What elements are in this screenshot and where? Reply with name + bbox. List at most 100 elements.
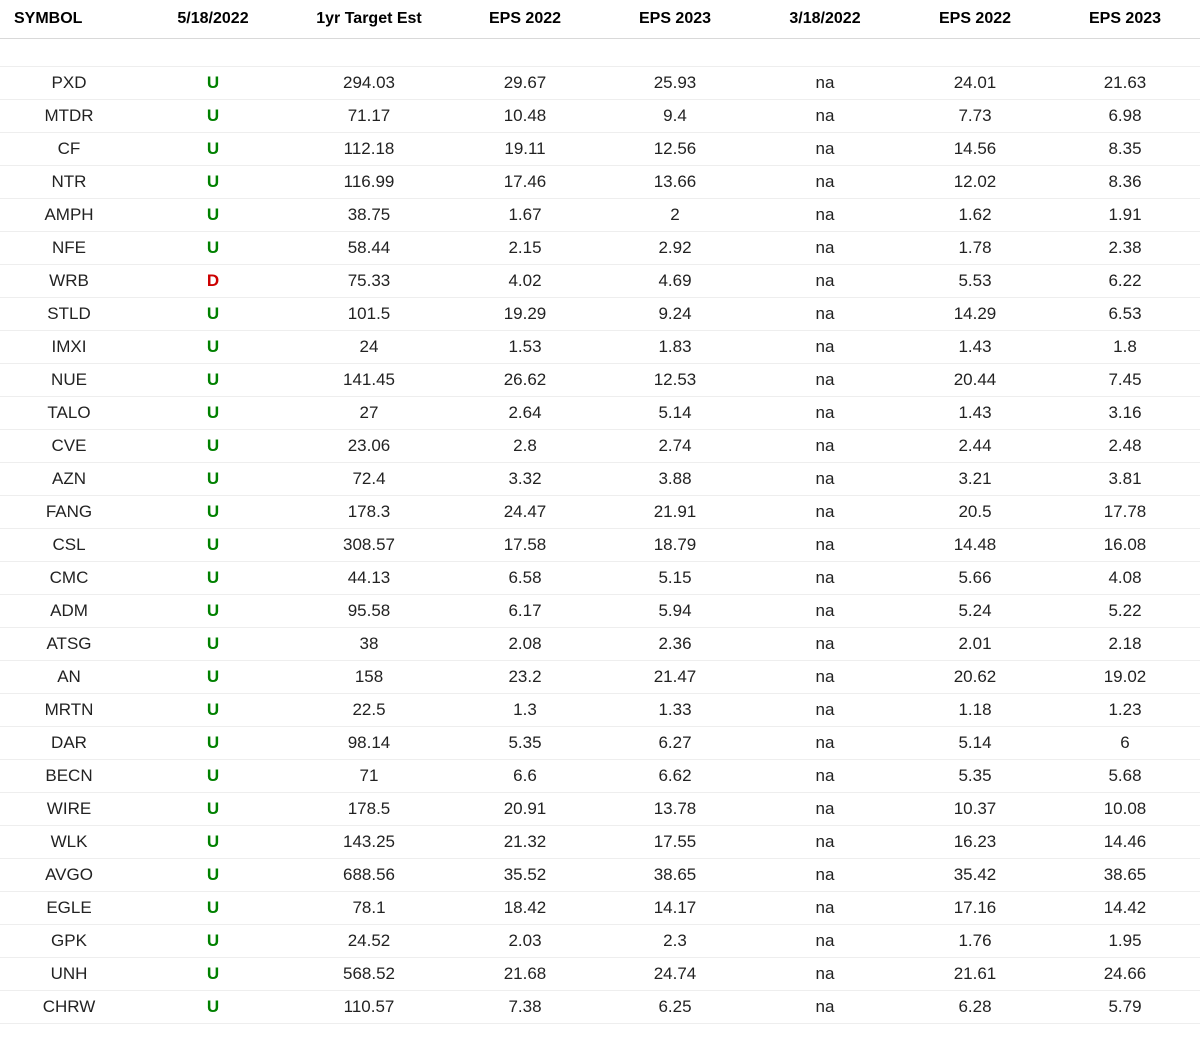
- cell-symbol: ATSG: [0, 628, 138, 661]
- cell-eps-2023-a: 5.14: [600, 397, 750, 430]
- cell-eps-2023-a: 21.91: [600, 496, 750, 529]
- cell-eps-2023-b: 14.42: [1050, 892, 1200, 925]
- cell-eps-2022-b: 5.24: [900, 595, 1050, 628]
- cell-rating-mar: na: [750, 727, 900, 760]
- cell-target-est: 308.57: [288, 529, 450, 562]
- cell-rating-may: U: [138, 133, 288, 166]
- cell-eps-2023-a: 9.4: [600, 100, 750, 133]
- cell-eps-2023-b: 7.45: [1050, 364, 1200, 397]
- cell-eps-2023-b: 2.18: [1050, 628, 1200, 661]
- cell-eps-2022-a: 5.35: [450, 727, 600, 760]
- table-row: CMCU44.136.585.15na5.664.08: [0, 562, 1200, 595]
- cell-rating-mar: na: [750, 199, 900, 232]
- cell-eps-2023-b: 16.08: [1050, 529, 1200, 562]
- cell-rating-may: U: [138, 463, 288, 496]
- cell-rating-may: D: [138, 265, 288, 298]
- cell-eps-2022-a: 18.42: [450, 892, 600, 925]
- cell-target-est: 23.06: [288, 430, 450, 463]
- cell-symbol: AN: [0, 661, 138, 694]
- cell-rating-mar: na: [750, 133, 900, 166]
- cell-rating-may: U: [138, 727, 288, 760]
- cell-rating-may: U: [138, 628, 288, 661]
- cell-eps-2023-a: 2.3: [600, 925, 750, 958]
- cell-rating-mar: na: [750, 232, 900, 265]
- cell-eps-2022-b: 5.53: [900, 265, 1050, 298]
- cell-symbol: MRTN: [0, 694, 138, 727]
- cell-symbol: IMXI: [0, 331, 138, 364]
- cell-eps-2022-b: 12.02: [900, 166, 1050, 199]
- cell-eps-2022-b: 5.14: [900, 727, 1050, 760]
- cell-target-est: 110.57: [288, 991, 450, 1024]
- table-row: BECNU716.66.62na5.355.68: [0, 760, 1200, 793]
- cell-eps-2023-b: 24.66: [1050, 958, 1200, 991]
- cell-rating-mar: na: [750, 166, 900, 199]
- table-row: EGLEU78.118.4214.17na17.1614.42: [0, 892, 1200, 925]
- cell-symbol: CF: [0, 133, 138, 166]
- cell-eps-2022-b: 1.78: [900, 232, 1050, 265]
- cell-rating-mar: na: [750, 760, 900, 793]
- col-symbol: SYMBOL: [0, 0, 138, 39]
- table-row: GPKU24.522.032.3na1.761.95: [0, 925, 1200, 958]
- cell-rating-mar: na: [750, 958, 900, 991]
- cell-eps-2022-a: 1.67: [450, 199, 600, 232]
- cell-eps-2023-a: 1.33: [600, 694, 750, 727]
- table-row: ADMU95.586.175.94na5.245.22: [0, 595, 1200, 628]
- col-target-est: 1yr Target Est: [288, 0, 450, 39]
- cell-rating-mar: na: [750, 661, 900, 694]
- cell-eps-2022-b: 1.76: [900, 925, 1050, 958]
- cell-symbol: AZN: [0, 463, 138, 496]
- cell-eps-2022-a: 3.32: [450, 463, 600, 496]
- cell-rating-may: U: [138, 199, 288, 232]
- cell-eps-2023-a: 3.88: [600, 463, 750, 496]
- cell-rating-may: U: [138, 694, 288, 727]
- cell-eps-2023-a: 13.78: [600, 793, 750, 826]
- cell-rating-may: U: [138, 661, 288, 694]
- cell-eps-2023-a: 13.66: [600, 166, 750, 199]
- table-row: NUEU141.4526.6212.53na20.447.45: [0, 364, 1200, 397]
- cell-eps-2023-a: 12.56: [600, 133, 750, 166]
- table-row: WIREU178.520.9113.78na10.3710.08: [0, 793, 1200, 826]
- cell-symbol: DAR: [0, 727, 138, 760]
- table-row: MRTNU22.51.31.33na1.181.23: [0, 694, 1200, 727]
- cell-target-est: 38.75: [288, 199, 450, 232]
- cell-eps-2022-b: 14.56: [900, 133, 1050, 166]
- cell-eps-2023-a: 12.53: [600, 364, 750, 397]
- cell-eps-2022-a: 23.2: [450, 661, 600, 694]
- cell-eps-2023-a: 6.27: [600, 727, 750, 760]
- cell-target-est: 568.52: [288, 958, 450, 991]
- cell-eps-2023-b: 1.23: [1050, 694, 1200, 727]
- cell-rating-may: U: [138, 925, 288, 958]
- table-row: CFU112.1819.1112.56na14.568.35: [0, 133, 1200, 166]
- cell-eps-2023-b: 38.65: [1050, 859, 1200, 892]
- cell-target-est: 71: [288, 760, 450, 793]
- cell-target-est: 112.18: [288, 133, 450, 166]
- cell-eps-2022-b: 20.44: [900, 364, 1050, 397]
- cell-rating-may: U: [138, 562, 288, 595]
- cell-target-est: 143.25: [288, 826, 450, 859]
- cell-rating-may: U: [138, 892, 288, 925]
- cell-eps-2023-b: 8.35: [1050, 133, 1200, 166]
- cell-eps-2022-b: 10.37: [900, 793, 1050, 826]
- cell-target-est: 116.99: [288, 166, 450, 199]
- cell-eps-2023-a: 6.25: [600, 991, 750, 1024]
- cell-rating-mar: na: [750, 892, 900, 925]
- cell-target-est: 178.3: [288, 496, 450, 529]
- cell-eps-2022-b: 1.43: [900, 397, 1050, 430]
- cell-eps-2022-b: 17.16: [900, 892, 1050, 925]
- cell-symbol: EGLE: [0, 892, 138, 925]
- cell-eps-2023-a: 17.55: [600, 826, 750, 859]
- cell-rating-mar: na: [750, 430, 900, 463]
- cell-eps-2022-b: 2.44: [900, 430, 1050, 463]
- cell-rating-may: U: [138, 397, 288, 430]
- cell-rating-mar: na: [750, 595, 900, 628]
- cell-target-est: 44.13: [288, 562, 450, 595]
- cell-rating-may: U: [138, 496, 288, 529]
- cell-eps-2023-a: 14.17: [600, 892, 750, 925]
- cell-eps-2023-a: 5.15: [600, 562, 750, 595]
- cell-symbol: CVE: [0, 430, 138, 463]
- cell-eps-2023-a: 38.65: [600, 859, 750, 892]
- cell-eps-2022-a: 29.67: [450, 67, 600, 100]
- table-row: WLKU143.2521.3217.55na16.2314.46: [0, 826, 1200, 859]
- cell-eps-2022-a: 19.11: [450, 133, 600, 166]
- table-row: CVEU23.062.82.74na2.442.48: [0, 430, 1200, 463]
